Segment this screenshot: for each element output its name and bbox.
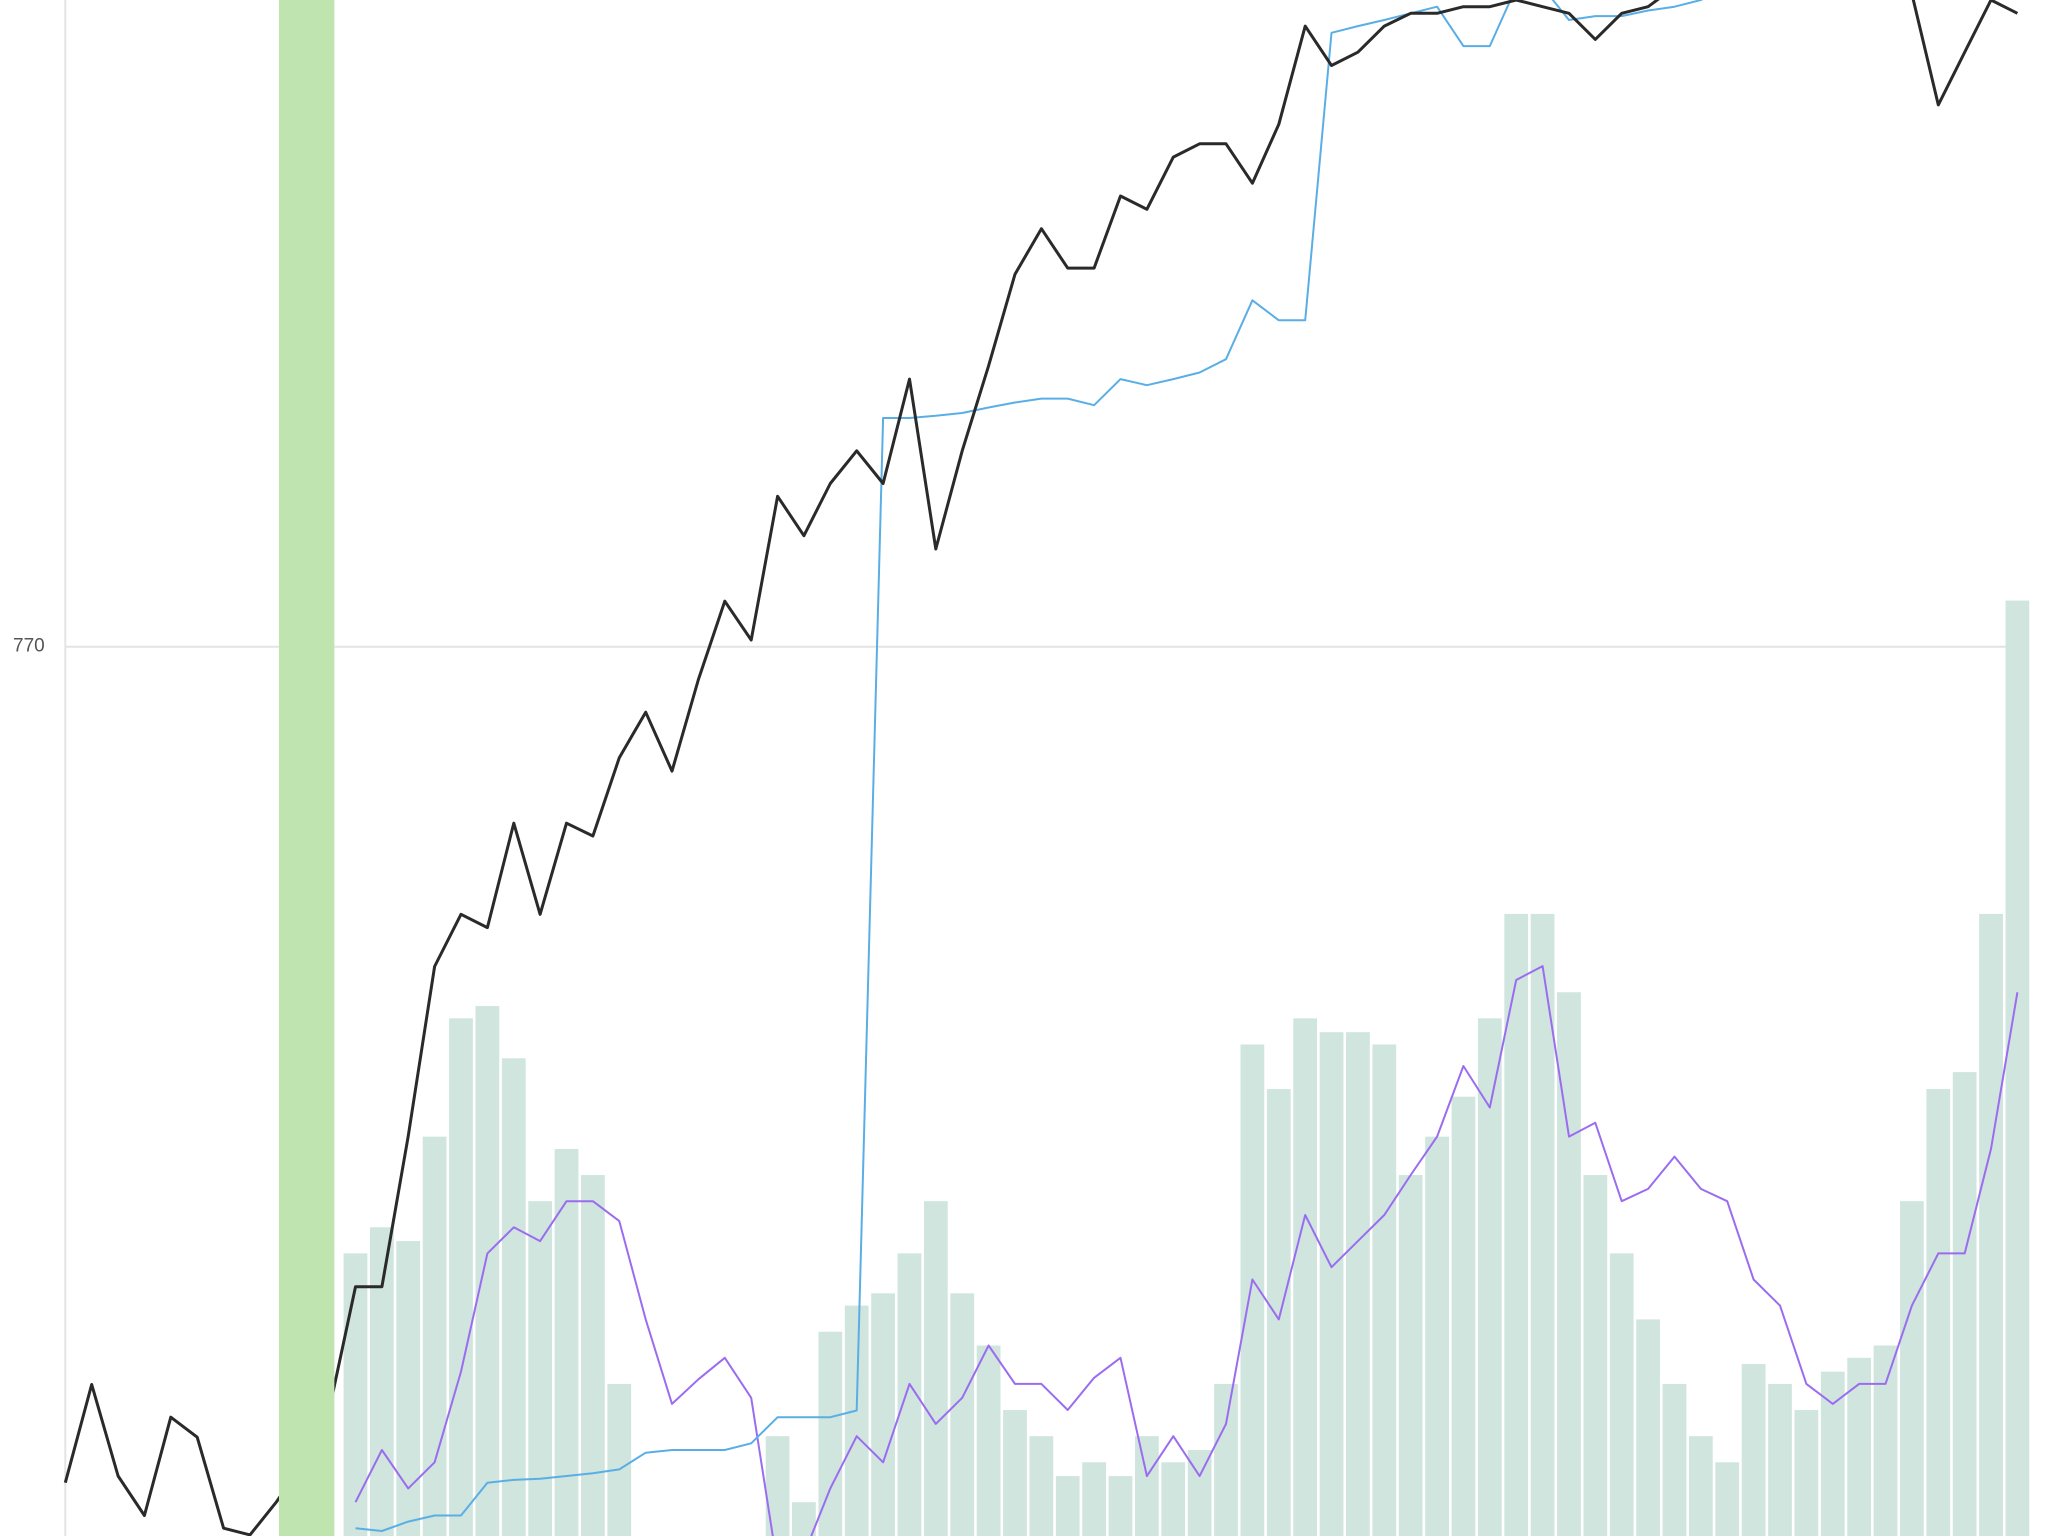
volume-bar: [923, 1201, 948, 1536]
volume-bar: [1636, 1319, 1660, 1536]
volume-bar: [343, 1253, 368, 1536]
volume-bar: [950, 1293, 975, 1536]
volume-bar: [1768, 1383, 1792, 1536]
volume-bar: [1135, 1436, 1159, 1536]
volume-bar: [1477, 1018, 1502, 1536]
volume-bar: [1346, 1032, 1370, 1536]
volume-bar: [1293, 1018, 1318, 1536]
volume-bar: [1741, 1363, 1766, 1536]
volume-bar: [1451, 1096, 1476, 1536]
volume-bar: [1240, 1044, 1265, 1536]
volume-bar: [1425, 1136, 1449, 1536]
volume-bar: [1055, 1476, 1080, 1536]
volume-bar: [976, 1345, 1001, 1536]
volume-bar: [844, 1305, 869, 1536]
volume-bar: [1082, 1462, 1106, 1536]
volume-bar: [1557, 992, 1581, 1536]
volume-bar: [1266, 1089, 1291, 1536]
volume-bar: [897, 1253, 922, 1536]
volume-bar: [581, 1175, 605, 1536]
volume-bar: [528, 1201, 553, 1536]
volume-bar: [1979, 913, 2003, 1536]
volume-bar: [449, 1018, 473, 1536]
volume-bar: [1319, 1032, 1344, 1536]
volume-bar: [1108, 1476, 1133, 1536]
volume-bar: [607, 1383, 632, 1536]
volume-bar: [871, 1293, 895, 1536]
volume-bar: [1662, 1383, 1687, 1536]
volume-bar: [2005, 600, 2030, 1536]
volume-bar: [1900, 1201, 1924, 1536]
volume-bar: [1688, 1436, 1713, 1536]
volume-bar: [792, 1502, 816, 1536]
series-line: [355, 0, 1704, 1532]
volume-bar: [765, 1436, 790, 1536]
series-line: [354, 965, 2019, 1536]
volume-bar: [1820, 1371, 1845, 1536]
volume-bar: [1873, 1345, 1898, 1536]
highlight-band: [278, 0, 335, 1536]
volume-bar: [422, 1136, 447, 1536]
volume-bar: [1926, 1089, 1951, 1536]
volume-bar: [369, 1227, 394, 1536]
volume-bar: [1398, 1175, 1423, 1536]
volume-bar: [1161, 1462, 1186, 1536]
series-line: [63, 0, 2019, 1536]
volume-bar: [1504, 913, 1529, 1536]
volume-bar: [1609, 1253, 1634, 1536]
volume-bar: [1372, 1044, 1397, 1536]
volume-bar: [1214, 1383, 1238, 1536]
y-tick-label: 770: [13, 636, 45, 657]
volume-bar: [1530, 913, 1555, 1536]
volume-bar: [396, 1241, 421, 1536]
volume-bar: [554, 1148, 579, 1536]
volume-bar: [1187, 1449, 1212, 1536]
volume-bar: [818, 1331, 843, 1536]
volume-bar: [1794, 1410, 1819, 1536]
volume-bar: [1029, 1436, 1054, 1536]
volume-bar: [1715, 1462, 1740, 1536]
volume-bar: [1583, 1175, 1608, 1536]
volume-bar: [1003, 1410, 1027, 1536]
volume-bar: [1952, 1072, 1977, 1536]
volume-bar: [1847, 1357, 1872, 1536]
volume-bar: [475, 1006, 500, 1536]
volume-bar: [501, 1058, 526, 1536]
